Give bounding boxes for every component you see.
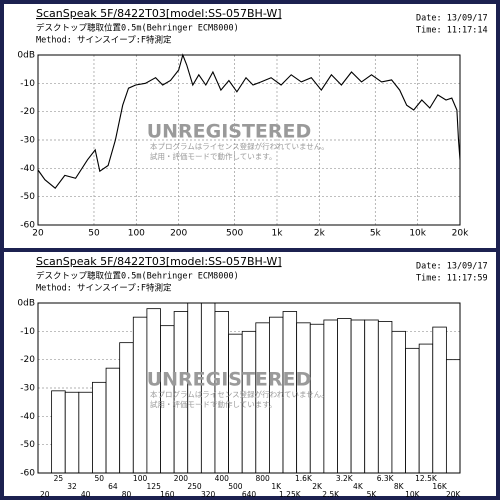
bar: [445, 359, 461, 474]
x-tick-label: 32: [67, 482, 77, 491]
y-tick-label: -20: [20, 107, 35, 117]
x-tick-label: 125: [147, 482, 162, 491]
y-tick-label: -50: [20, 192, 35, 202]
x-tick-label: 1K: [271, 482, 282, 491]
x-tick-label: 1k: [272, 229, 284, 239]
x-tick-label: 25: [54, 474, 64, 483]
x-tick-label: 640: [242, 490, 257, 499]
watermark-note: 試用・評価モードで動作しています。: [150, 151, 277, 161]
bar: [119, 342, 134, 474]
bar: [105, 367, 121, 474]
bar: [51, 390, 66, 474]
bar: [64, 391, 80, 474]
x-tick-label: 10k: [409, 229, 426, 239]
y-tick-label: -10: [20, 327, 35, 337]
watermark-note: 試用・評価モードで動作しています。: [150, 399, 277, 409]
method: Method: サインスイープ:F特測定: [36, 283, 172, 294]
date: Date: 13/09/17: [416, 14, 488, 24]
x-tick-label: 12.5K: [415, 474, 438, 483]
bar: [405, 347, 420, 474]
x-tick-label: 400: [215, 474, 230, 483]
x-tick-label: 2K: [312, 482, 323, 491]
bar: [337, 318, 352, 474]
x-tick-label: 100: [128, 229, 145, 239]
x-tick-label: 4K: [353, 482, 364, 491]
chart-title: ScanSpeak 5F/8422T03[model:SS-057BH-W]: [36, 7, 282, 20]
x-tick-label: 20: [32, 229, 44, 239]
y-tick-label: -30: [20, 136, 35, 146]
x-tick-label: 5k: [370, 229, 382, 239]
y-tick-label: -20: [20, 355, 35, 365]
y-tick-label: -10: [20, 79, 35, 89]
x-tick-label: 20k: [452, 229, 469, 239]
subtitle: デスクトップ聴取位置0.5m(Behringer ECM8000): [36, 271, 239, 282]
y-tick-label: -40: [20, 164, 35, 174]
x-tick-label: 50: [88, 229, 100, 239]
time: Time: 11:17:14: [416, 26, 488, 36]
x-tick-label: 500: [228, 482, 243, 491]
subtitle: デスクトップ聴取位置0.5m(Behringer ECM8000): [36, 23, 239, 34]
x-tick-label: 800: [255, 474, 270, 483]
x-tick-label: 320: [201, 490, 216, 499]
bar: [418, 343, 434, 474]
bar: [78, 391, 93, 474]
x-tick-label: 1.6K: [295, 474, 313, 483]
x-tick-label: 500: [226, 229, 243, 239]
y-tick-label: 0dB: [17, 299, 35, 309]
x-tick-label: 250: [187, 482, 202, 491]
y-tick-label: -30: [20, 384, 35, 394]
plot-frame: [37, 302, 461, 474]
x-tick-label: 50: [94, 474, 104, 483]
watermark-note: 本プログラムはライセンス登録が行われていません。: [150, 141, 329, 151]
x-tick-label: 100: [133, 474, 148, 483]
bar: [132, 316, 148, 474]
x-tick-label: 1.25K: [279, 490, 302, 499]
bar: [364, 319, 379, 474]
bar: [377, 321, 393, 474]
watermark-note: 本プログラムはライセンス登録が行われていません。: [150, 389, 329, 399]
x-tick-label: 2.5K: [322, 490, 340, 499]
x-tick-label: 200: [174, 474, 189, 483]
x-tick-label: 200: [170, 229, 187, 239]
date: Date: 13/09/17: [416, 262, 488, 272]
x-tick-label: 3.2K: [336, 474, 354, 483]
method: Method: サインスイープ:F特測定: [36, 35, 172, 46]
bar: [432, 326, 447, 474]
chart-title: ScanSpeak 5F/8422T03[model:SS-057BH-W]: [36, 255, 282, 268]
x-tick-label: 5K: [367, 490, 378, 499]
x-tick-label: 20: [40, 490, 50, 499]
plot-frame: [37, 54, 461, 226]
x-tick-label: 8K: [394, 482, 405, 491]
time: Time: 11:17:59: [416, 274, 488, 284]
x-tick-label: 2k: [314, 229, 326, 239]
bar: [350, 319, 366, 474]
x-tick-label: 16K: [432, 482, 448, 491]
x-tick-label: 160: [160, 490, 175, 499]
bar: [391, 330, 406, 474]
y-tick-label: 0dB: [17, 51, 35, 61]
x-tick-label: 64: [108, 482, 118, 491]
response-line: [37, 53, 461, 189]
y-tick-label: -40: [20, 412, 35, 422]
bar: [92, 381, 107, 474]
x-tick-label: 10K: [405, 490, 421, 499]
watermark: UNREGISTERED: [147, 369, 312, 391]
x-tick-label: 20K: [446, 490, 462, 499]
x-tick-label: 6.3K: [377, 474, 395, 483]
y-tick-label: -50: [20, 440, 35, 450]
y-tick-label: -60: [20, 221, 35, 231]
y-tick-label: -60: [20, 469, 35, 479]
panel: [4, 4, 496, 248]
x-tick-label: 80: [122, 490, 132, 499]
watermark: UNREGISTERED: [147, 121, 312, 143]
x-tick-label: 40: [81, 490, 91, 499]
